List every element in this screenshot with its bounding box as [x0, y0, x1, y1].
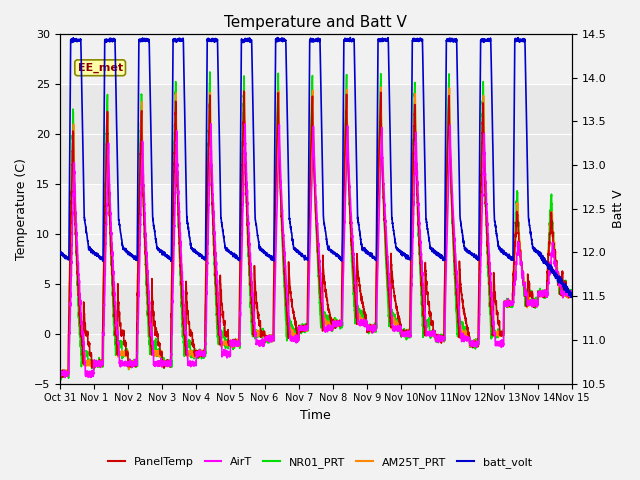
AirT — [431, 331, 438, 337]
Text: EE_met: EE_met — [77, 63, 123, 73]
AirT — [403, 330, 410, 336]
AirT — [568, 293, 575, 299]
Line: AirT: AirT — [60, 124, 572, 377]
PanelTemp — [431, 329, 438, 335]
NR01_PRT — [568, 290, 576, 296]
PanelTemp — [58, 374, 66, 380]
AirT — [568, 290, 576, 296]
Legend: PanelTemp, AirT, NR01_PRT, AM25T_PRT, batt_volt: PanelTemp, AirT, NR01_PRT, AM25T_PRT, ba… — [104, 452, 536, 472]
NR01_PRT — [403, 330, 410, 336]
PanelTemp — [240, 88, 248, 94]
AirT — [148, 332, 156, 338]
batt_volt — [568, 294, 576, 300]
batt_volt — [402, 254, 410, 260]
Line: NR01_PRT: NR01_PRT — [60, 72, 572, 380]
Line: PanelTemp: PanelTemp — [60, 91, 572, 377]
NR01_PRT — [431, 332, 438, 338]
AirT — [61, 374, 69, 380]
PanelTemp — [403, 330, 410, 336]
AirT — [460, 335, 467, 340]
PanelTemp — [148, 351, 156, 357]
PanelTemp — [56, 368, 63, 374]
Line: AM25T_PRT: AM25T_PRT — [60, 87, 572, 377]
AM25T_PRT — [296, 325, 304, 331]
Bar — [60, 334, 572, 384]
batt_volt — [567, 295, 575, 300]
AM25T_PRT — [431, 330, 438, 336]
NR01_PRT — [206, 69, 214, 75]
NR01_PRT — [568, 290, 575, 296]
Y-axis label: Temperature (C): Temperature (C) — [15, 158, 28, 260]
Bar — [60, 34, 572, 84]
batt_volt — [346, 35, 354, 40]
AirT — [297, 327, 305, 333]
PanelTemp — [460, 306, 467, 312]
NR01_PRT — [148, 340, 156, 346]
AM25T_PRT — [460, 329, 467, 335]
NR01_PRT — [58, 377, 65, 383]
AM25T_PRT — [377, 84, 385, 90]
batt_volt — [148, 170, 156, 176]
AM25T_PRT — [403, 330, 410, 336]
AirT — [207, 121, 215, 127]
AM25T_PRT — [56, 370, 63, 376]
batt_volt — [296, 252, 304, 257]
AM25T_PRT — [148, 342, 156, 348]
NR01_PRT — [297, 324, 305, 330]
Title: Temperature and Batt V: Temperature and Batt V — [225, 15, 407, 30]
AirT — [56, 370, 63, 375]
Y-axis label: Batt V: Batt V — [612, 190, 625, 228]
NR01_PRT — [460, 325, 467, 331]
AM25T_PRT — [568, 291, 575, 297]
batt_volt — [56, 250, 63, 255]
PanelTemp — [568, 290, 576, 296]
X-axis label: Time: Time — [300, 409, 331, 422]
batt_volt — [568, 293, 575, 299]
Bar — [60, 184, 572, 284]
PanelTemp — [297, 327, 305, 333]
batt_volt — [460, 237, 467, 243]
NR01_PRT — [56, 372, 63, 378]
batt_volt — [431, 251, 438, 256]
AM25T_PRT — [61, 374, 69, 380]
AM25T_PRT — [568, 289, 576, 295]
PanelTemp — [568, 292, 575, 298]
Line: batt_volt: batt_volt — [60, 37, 572, 298]
